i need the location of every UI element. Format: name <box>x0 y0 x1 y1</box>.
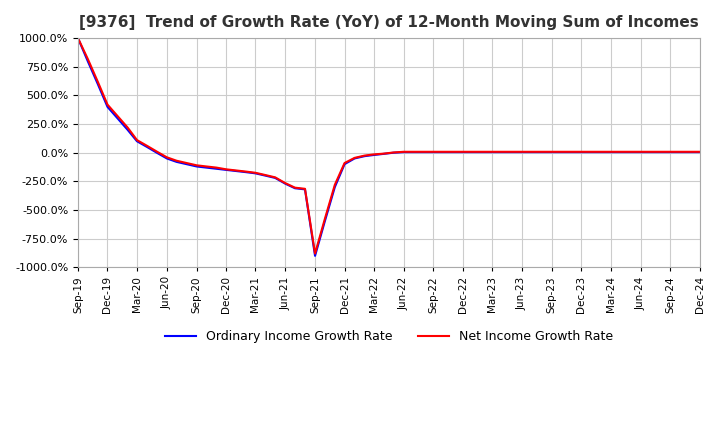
Line: Ordinary Income Growth Rate: Ordinary Income Growth Rate <box>78 38 700 256</box>
Line: Net Income Growth Rate: Net Income Growth Rate <box>78 38 700 253</box>
Legend: Ordinary Income Growth Rate, Net Income Growth Rate: Ordinary Income Growth Rate, Net Income … <box>160 325 618 348</box>
Title: [9376]  Trend of Growth Rate (YoY) of 12-Month Moving Sum of Incomes: [9376] Trend of Growth Rate (YoY) of 12-… <box>79 15 699 30</box>
